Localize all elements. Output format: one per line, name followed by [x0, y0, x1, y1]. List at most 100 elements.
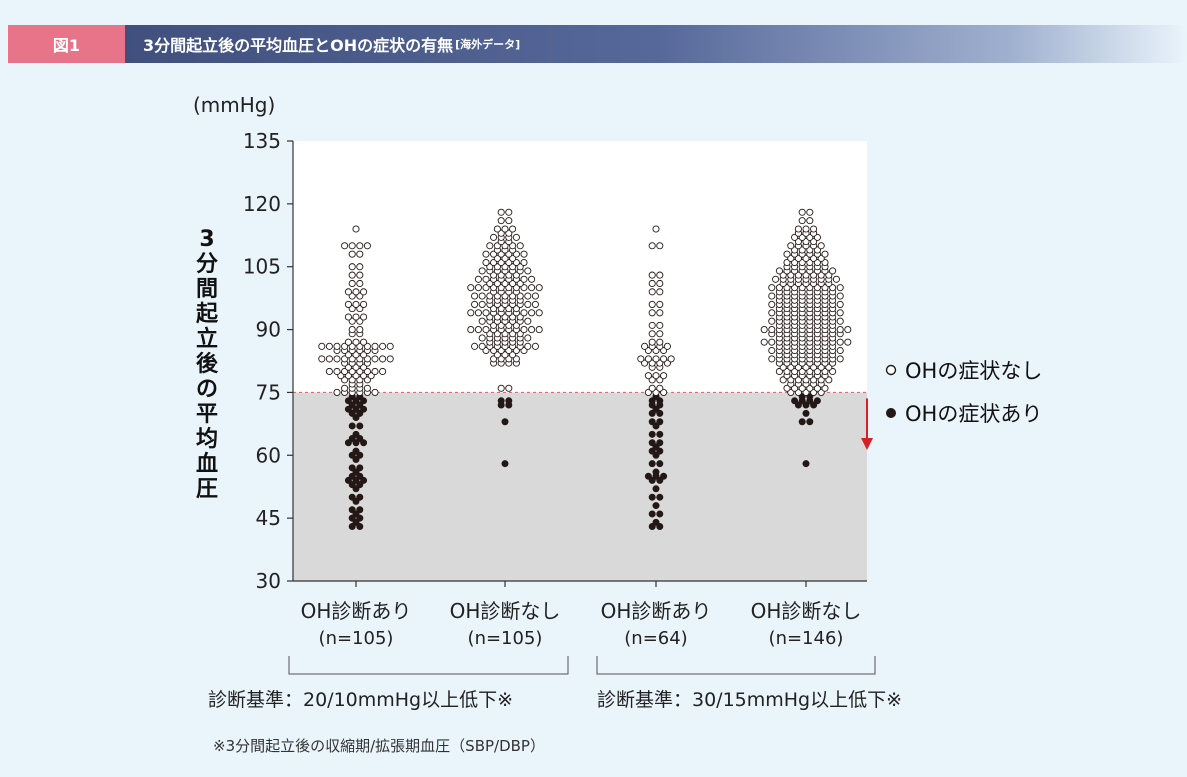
dot-without-symptoms	[386, 355, 394, 363]
category-label: OH診断あり	[301, 599, 412, 623]
dot-with-symptoms	[356, 422, 364, 430]
dot-without-symptoms	[318, 342, 326, 350]
dot-without-symptoms	[656, 384, 664, 392]
dot-without-symptoms	[660, 372, 668, 380]
dot-without-symptoms	[648, 271, 656, 279]
dot-without-symptoms	[348, 263, 356, 271]
category-label: OH診断なし	[751, 599, 862, 623]
dot-without-symptoms	[648, 242, 656, 250]
dot-without-symptoms	[356, 250, 364, 258]
dot-without-symptoms	[478, 292, 486, 300]
dot-without-symptoms	[656, 242, 664, 250]
dot-without-symptoms	[768, 309, 776, 317]
y-axis-label-char: 立	[196, 326, 218, 352]
dot-without-symptoms	[772, 275, 780, 283]
dot-without-symptoms	[478, 342, 486, 350]
dot-without-symptoms	[656, 321, 664, 329]
dot-with-symptoms	[648, 510, 656, 518]
dot-without-symptoms	[497, 217, 505, 225]
category-n-label: (n=146)	[769, 628, 844, 649]
dot-without-symptoms	[325, 355, 333, 363]
y-axis-label-char: 均	[196, 426, 218, 452]
dot-without-symptoms	[644, 372, 652, 380]
dot-without-symptoms	[478, 267, 486, 275]
dot-with-symptoms	[648, 430, 656, 438]
dot-without-symptoms	[379, 342, 387, 350]
dot-without-symptoms	[794, 225, 802, 233]
y-axis-label-char: 血	[196, 451, 218, 477]
dot-without-symptoms	[379, 367, 387, 376]
dot-without-symptoms	[333, 342, 341, 350]
dot-without-symptoms	[648, 384, 656, 392]
y-tick-label: 30	[256, 569, 281, 593]
dot-without-symptoms	[648, 288, 656, 296]
dot-without-symptoms	[344, 300, 352, 308]
dot-without-symptoms	[656, 338, 664, 346]
dot-without-symptoms	[768, 284, 776, 292]
dot-without-symptoms	[768, 326, 776, 334]
dot-without-symptoms	[798, 208, 806, 216]
dot-without-symptoms	[656, 330, 664, 338]
dot-with-symptoms	[806, 418, 814, 426]
dot-without-symptoms	[344, 288, 352, 296]
dot-without-symptoms	[520, 250, 528, 258]
dot-without-symptoms	[482, 309, 490, 317]
dot-without-symptoms	[356, 263, 364, 271]
dot-without-symptoms	[528, 309, 536, 317]
y-tick-label: 90	[256, 318, 281, 342]
category-n-label: (n=105)	[319, 628, 394, 649]
dot-with-symptoms	[652, 502, 660, 510]
dot-without-symptoms	[360, 313, 368, 321]
dot-without-symptoms	[644, 355, 652, 363]
dot-without-symptoms	[836, 338, 844, 346]
dot-with-symptoms	[656, 430, 664, 438]
dot-without-symptoms	[836, 292, 844, 300]
dot-without-symptoms	[832, 275, 840, 283]
category-label: OH診断なし	[450, 599, 561, 623]
y-tick-label: 60	[256, 443, 281, 467]
y-tick-label: 120	[243, 192, 281, 216]
dot-without-symptoms	[478, 334, 486, 342]
dot-without-symptoms	[836, 326, 844, 334]
legend-label-symptoms: OHの症状あり	[905, 402, 1042, 426]
dot-without-symptoms	[333, 367, 341, 376]
dot-without-symptoms	[524, 334, 532, 342]
dot-with-symptoms	[648, 439, 656, 447]
dot-without-symptoms	[471, 300, 479, 308]
dot-without-symptoms	[493, 225, 501, 233]
dot-with-symptoms	[802, 460, 810, 468]
dot-without-symptoms	[798, 217, 806, 225]
dot-without-symptoms	[648, 300, 656, 308]
dot-with-symptoms	[356, 464, 364, 472]
dot-without-symptoms	[652, 355, 660, 363]
y-axis-label-char: 分	[196, 252, 218, 277]
dot-with-symptoms	[656, 439, 664, 447]
dot-without-symptoms	[648, 321, 656, 329]
y-axis-label-char: 平	[196, 402, 218, 427]
dot-without-symptoms	[768, 317, 776, 325]
dot-without-symptoms	[531, 292, 539, 300]
dot-without-symptoms	[505, 217, 513, 225]
dot-without-symptoms	[478, 317, 486, 325]
y-unit-label: (mmHg)	[193, 93, 275, 117]
y-tick-label: 45	[256, 506, 281, 530]
dot-without-symptoms	[663, 342, 671, 350]
dot-without-symptoms	[352, 313, 360, 321]
dot-without-symptoms	[524, 317, 532, 325]
dot-without-symptoms	[482, 326, 490, 334]
dot-without-symptoms	[806, 217, 814, 225]
dot-without-symptoms	[512, 233, 520, 241]
dot-without-symptoms	[474, 275, 482, 283]
dot-without-symptoms	[528, 284, 536, 292]
dot-with-symptoms	[348, 506, 356, 514]
dot-without-symptoms	[520, 258, 528, 267]
legend-label-no-symptoms: OHの症状なし	[905, 359, 1042, 383]
dot-without-symptoms	[768, 338, 776, 346]
dot-without-symptoms	[787, 242, 795, 250]
dot-without-symptoms	[524, 267, 532, 275]
dot-without-symptoms	[482, 250, 490, 258]
dot-without-symptoms	[348, 250, 356, 258]
dot-without-symptoms	[648, 309, 656, 317]
dot-without-symptoms	[360, 338, 368, 346]
